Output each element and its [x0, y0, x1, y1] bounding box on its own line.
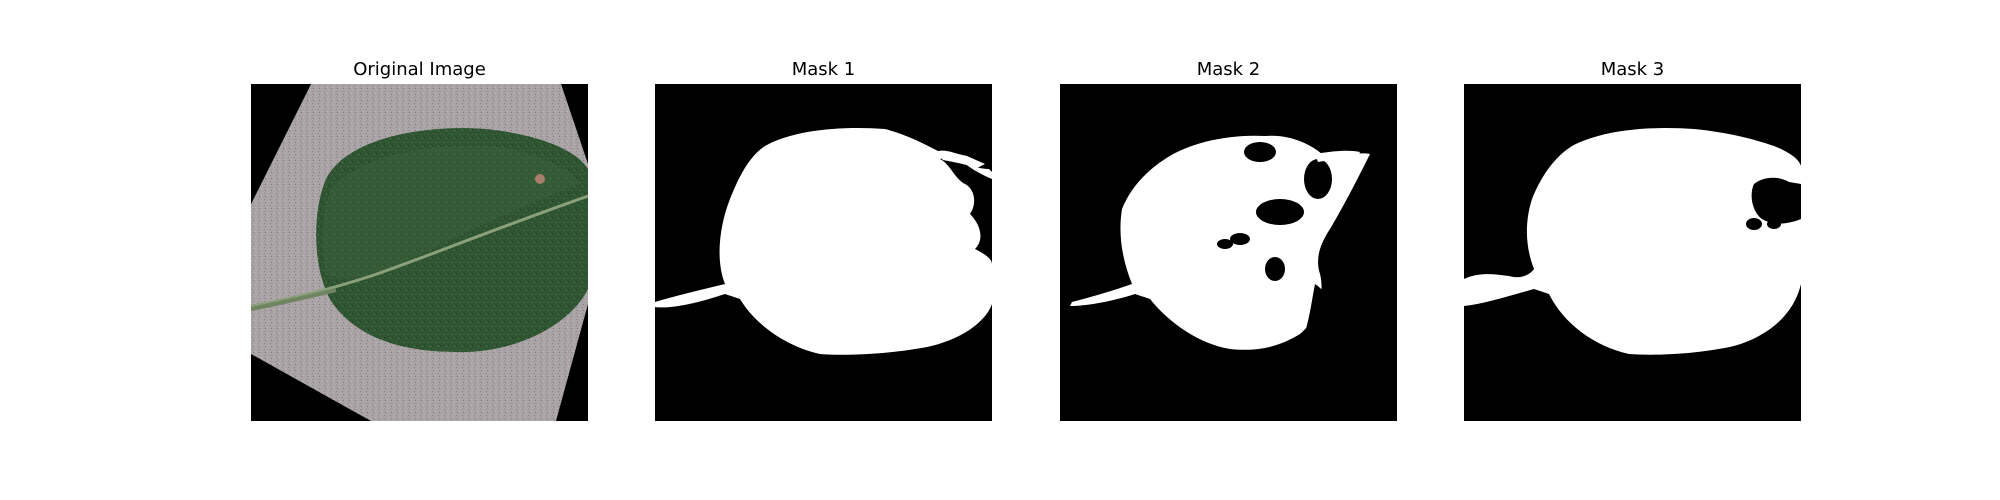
leaf-stem: [251, 194, 588, 308]
mask-3-image: [1464, 84, 1801, 421]
mask-3-foreground: [1464, 127, 1801, 355]
mask-2-svg: [1060, 84, 1397, 421]
panel-title-mask-1: Mask 1: [791, 59, 856, 80]
mask-2-image: [1060, 84, 1397, 421]
mask-3-hole: [1751, 177, 1801, 224]
panel-title-mask-2: Mask 2: [1196, 59, 1261, 80]
mask-1-svg: [655, 84, 992, 421]
mask-2-hole: [1256, 199, 1304, 225]
panel-title-mask-3: Mask 3: [1600, 59, 1665, 80]
leaf-shape: [316, 128, 588, 353]
mask-1-image: [655, 84, 992, 421]
original-image: [251, 84, 588, 421]
mask-3-svg: [1464, 84, 1801, 421]
original-image-svg: [251, 84, 588, 421]
leaf-spot: [535, 174, 545, 184]
panel-title-original: Original Image: [353, 59, 486, 80]
mask-1-foreground: [655, 127, 992, 355]
